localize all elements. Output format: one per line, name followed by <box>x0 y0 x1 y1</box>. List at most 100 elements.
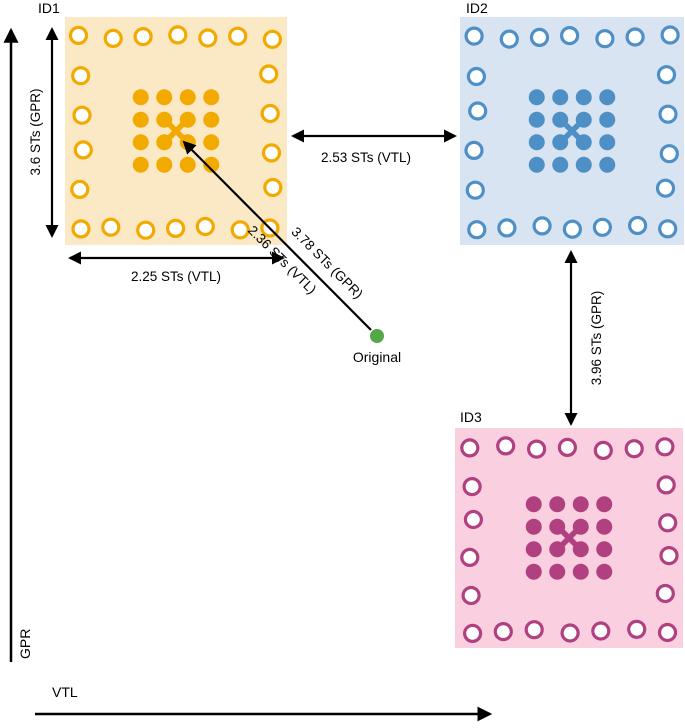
cluster-id3-ring <box>560 623 580 643</box>
original-point <box>370 329 384 343</box>
cluster-id3-ring <box>524 620 544 640</box>
cluster-id2-label: ID2 <box>466 0 488 16</box>
cluster-id2-ring <box>532 216 552 236</box>
cluster-id2-dot <box>599 89 616 106</box>
cluster-id1-ring <box>101 217 121 237</box>
cluster-id3-dot <box>525 518 542 535</box>
cluster-id3-ring <box>462 477 482 497</box>
cluster-id1-ring <box>136 220 156 240</box>
cluster-id3-ring <box>461 585 481 606</box>
cluster-id2-dot <box>575 89 592 106</box>
cluster-id1-dot <box>203 111 220 128</box>
cluster-id2-x-marker <box>558 117 586 145</box>
cluster-id1-ring <box>70 179 90 199</box>
cluster-id3-ring <box>659 545 679 566</box>
cluster-id1-ring <box>261 143 282 163</box>
cluster-id1-ring <box>71 219 91 239</box>
cluster-id3-ring <box>557 437 578 457</box>
cluster-id1-dot <box>132 111 149 128</box>
cluster-id3-dot <box>596 541 613 558</box>
id1-width-label: 2.25 STs (VTL) <box>131 269 221 284</box>
cluster-id1-ring <box>168 25 188 45</box>
cluster-id2-dot <box>528 134 545 151</box>
cluster-id1-ring <box>262 29 282 49</box>
cluster-id3-dot <box>525 541 542 558</box>
original-id1-arrow <box>182 140 372 331</box>
cluster-id1-marks <box>68 25 283 240</box>
cluster-id3-ring <box>463 623 483 644</box>
cluster-id1-x-marker <box>162 117 190 145</box>
cluster-id1-ring <box>68 25 89 46</box>
cluster-id1-ring <box>259 64 279 84</box>
cluster-id2-ring <box>656 65 677 85</box>
cluster-id1-ring <box>198 28 218 48</box>
cluster-id2-ring <box>466 66 486 87</box>
cluster-id3-label: ID3 <box>460 409 482 425</box>
cluster-id2-ring <box>497 218 517 238</box>
cluster-id2-dot <box>599 156 616 173</box>
id2-id3-label: 3.96 STs (GPR) <box>589 291 604 386</box>
cluster-id2-ring <box>562 219 583 239</box>
cluster-id3-ring <box>658 513 678 533</box>
cluster-id3-dot <box>596 496 613 513</box>
cluster-id2-dot <box>575 156 592 173</box>
cluster-id3-marks <box>460 436 679 644</box>
cluster-id1-ring <box>260 103 280 124</box>
cluster-id3-ring <box>656 475 676 495</box>
cluster-id1-dot <box>203 134 220 151</box>
cluster-id2-ring <box>592 217 613 237</box>
cluster-id3-ring <box>493 621 513 642</box>
cluster-id2-ring <box>627 215 648 236</box>
cluster-id3-dot <box>549 563 566 580</box>
cluster-id3-ring <box>463 509 483 530</box>
cluster-id2-ring <box>660 25 680 45</box>
cluster-id3-ring <box>460 547 480 568</box>
cluster-id2-marks <box>464 25 680 240</box>
cluster-id3-ring <box>591 621 611 641</box>
cluster-id2-dot <box>528 89 545 106</box>
cluster-id1-ring <box>133 26 153 47</box>
cluster-id1-ring <box>103 28 123 49</box>
cluster-id1-ring <box>263 177 283 198</box>
cluster-id2-dot <box>599 111 616 128</box>
cluster-id1-dot <box>132 156 149 173</box>
cluster-id1-ring <box>72 105 92 125</box>
cluster-id2-ring <box>464 26 484 46</box>
cluster-id3-ring <box>593 440 613 460</box>
cluster-id3-dot <box>572 563 589 580</box>
cluster-id2-ring <box>658 219 678 239</box>
cluster-id1-ring <box>195 216 215 237</box>
cluster-id2-ring <box>595 29 615 49</box>
cluster-id3-dot <box>596 563 613 580</box>
cluster-id3-ring <box>655 583 675 604</box>
cluster-id1-dot <box>156 89 173 106</box>
cluster-id2-ring <box>529 27 550 48</box>
cluster-id3-ring <box>657 622 678 643</box>
original-label: Original <box>353 349 401 365</box>
y-axis-label: GPR <box>17 629 33 659</box>
cluster-id1-ring <box>73 140 93 160</box>
cluster-id3-ring <box>496 436 516 456</box>
cluster-id2-ring <box>467 220 487 240</box>
cluster-id1-ring <box>230 220 250 240</box>
cluster-id2-ring <box>465 180 485 200</box>
cluster-id2-ring <box>464 140 484 160</box>
cluster-id2-dot <box>552 156 569 173</box>
cluster-id1-dot <box>132 134 149 151</box>
cluster-id2-dot <box>528 156 545 173</box>
cluster-id2-ring <box>625 27 645 47</box>
cluster-id2-dot <box>552 89 569 106</box>
cluster-id3-dot <box>596 518 613 535</box>
cluster-id1-dot <box>203 156 220 173</box>
x-axis-label: VTL <box>52 684 78 700</box>
cluster-id2-ring <box>468 101 488 121</box>
cluster-id3-ring <box>655 437 675 457</box>
cluster-id2-ring <box>559 25 580 46</box>
cluster-id3-dot <box>525 563 542 580</box>
cluster-id3-ring <box>526 439 547 459</box>
original-id1-gpr-label: 3.78 STs (GPR) <box>288 224 365 301</box>
cluster-id3-ring <box>627 619 647 639</box>
cluster-id3-dot <box>525 496 542 513</box>
cluster-id2-ring <box>659 144 679 164</box>
